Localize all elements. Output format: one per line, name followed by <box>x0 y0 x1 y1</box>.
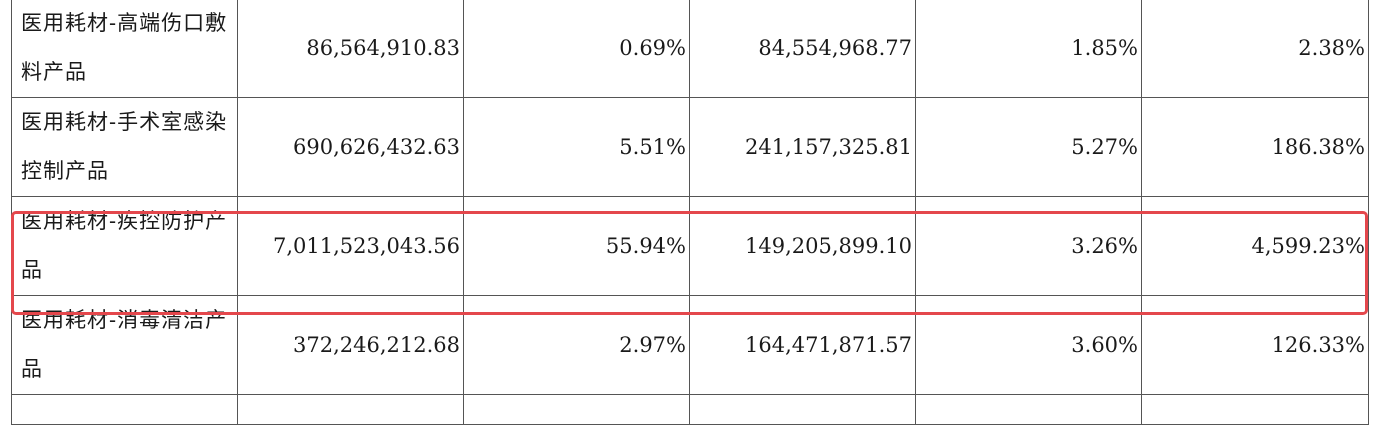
product-category-cell: 医用耗材-疾控防护产品 <box>11 196 238 296</box>
table-row: 医用耗材-手术室感染控制产品 690,626,432.63 5.51% 241,… <box>11 97 1369 197</box>
current-revenue-cell: 7,011,523,043.56 <box>237 196 464 296</box>
prior-revenue-cell: 164,471,871.57 <box>689 295 916 395</box>
empty-cell <box>689 394 916 425</box>
current-revenue-cell: 690,626,432.63 <box>237 97 464 197</box>
growth-rate-cell: 4,599.23% <box>1141 196 1369 296</box>
current-share-cell: 5.51% <box>463 97 690 197</box>
revenue-breakdown-table: 医用耗材-高端伤口敷料产品 86,564,910.83 0.69% 84,554… <box>11 0 1369 425</box>
growth-rate-cell: 126.33% <box>1141 295 1369 395</box>
current-share-cell: 2.97% <box>463 295 690 395</box>
prior-revenue-cell: 84,554,968.77 <box>689 0 916 98</box>
current-share-cell: 0.69% <box>463 0 690 98</box>
prior-revenue-cell: 241,157,325.81 <box>689 97 916 197</box>
current-share-cell: 55.94% <box>463 196 690 296</box>
table-row-partial <box>11 394 1369 425</box>
product-category-cell: 医用耗材-高端伤口敷料产品 <box>11 0 238 98</box>
empty-cell <box>463 394 690 425</box>
current-revenue-cell: 372,246,212.68 <box>237 295 464 395</box>
growth-rate-cell: 186.38% <box>1141 97 1369 197</box>
growth-rate-cell: 2.38% <box>1141 0 1369 98</box>
prior-share-cell: 3.26% <box>915 196 1142 296</box>
table-row-highlighted: 医用耗材-疾控防护产品 7,011,523,043.56 55.94% 149,… <box>11 196 1369 296</box>
product-category-cell: 医用耗材-消毒清洁产品 <box>11 295 238 395</box>
prior-share-cell: 5.27% <box>915 97 1142 197</box>
empty-cell <box>1141 394 1369 425</box>
table-row: 医用耗材-高端伤口敷料产品 86,564,910.83 0.69% 84,554… <box>11 0 1369 98</box>
prior-share-cell: 3.60% <box>915 295 1142 395</box>
empty-cell <box>237 394 464 425</box>
prior-share-cell: 1.85% <box>915 0 1142 98</box>
prior-revenue-cell: 149,205,899.10 <box>689 196 916 296</box>
current-revenue-cell: 86,564,910.83 <box>237 0 464 98</box>
product-category-cell: 医用耗材-手术室感染控制产品 <box>11 97 238 197</box>
table-row: 医用耗材-消毒清洁产品 372,246,212.68 2.97% 164,471… <box>11 295 1369 395</box>
empty-cell <box>915 394 1142 425</box>
empty-cell <box>11 394 238 425</box>
